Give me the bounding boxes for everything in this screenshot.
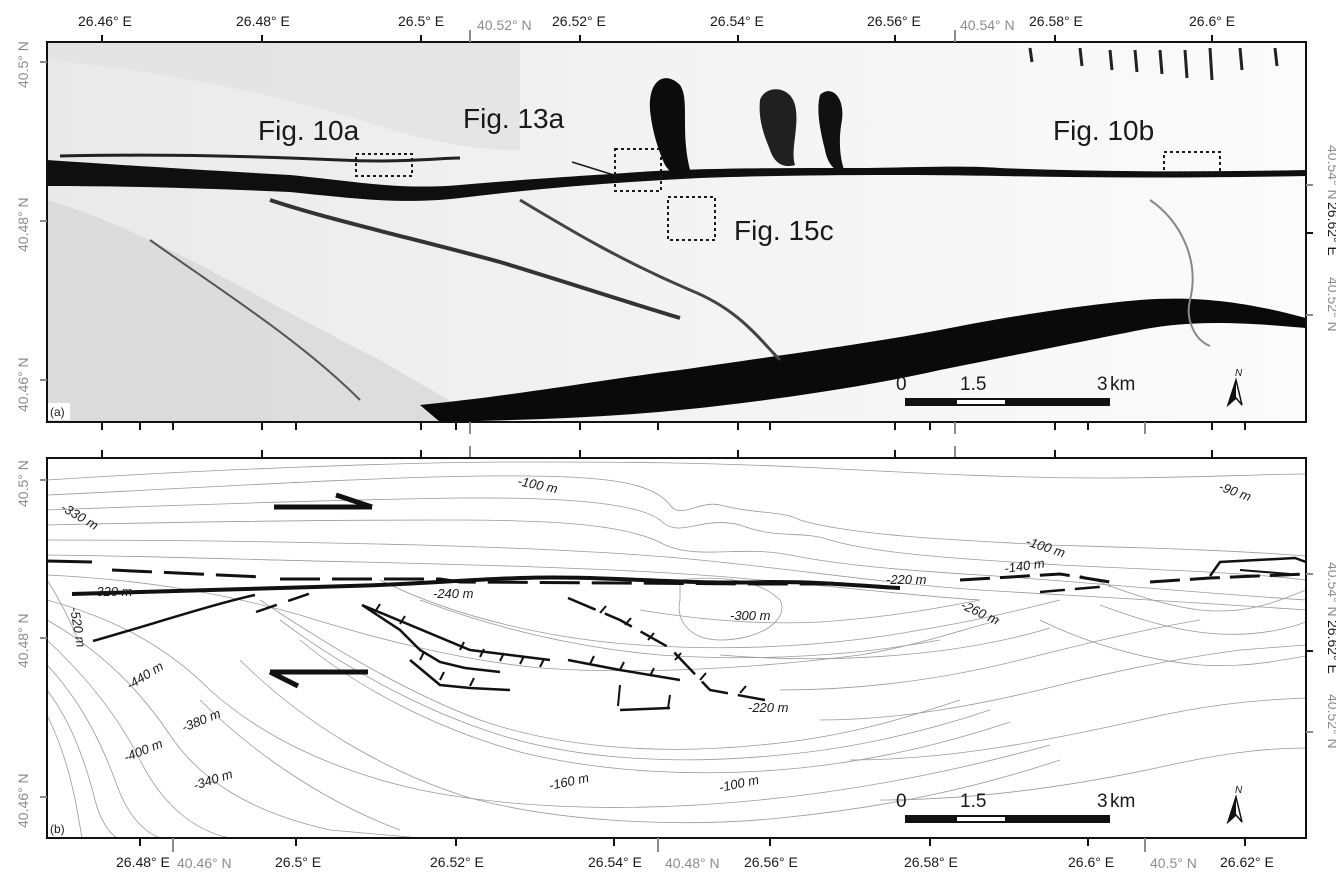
north-label: N xyxy=(1235,785,1243,796)
fig-13a-label: Fig. 13a xyxy=(463,103,565,134)
contour-label: -520 m xyxy=(67,606,89,649)
fig-15c-box xyxy=(667,196,716,241)
scale-bar-b: 0 1.5 3 km xyxy=(896,791,1135,823)
lat-label-right-a-2: 40.52° N xyxy=(1325,277,1336,332)
scale-mid: 1.5 xyxy=(960,791,986,812)
scale-end: 3 xyxy=(1097,791,1108,812)
fig-10b-label: Fig. 10b xyxy=(1053,115,1154,146)
lat-label-bottom-grey-3: 40.5° N xyxy=(1150,855,1197,871)
lat-label-bottom-grey-1: 40.46° N xyxy=(177,855,232,871)
scale-mid: 1.5 xyxy=(960,374,986,395)
contour-label: -220 m xyxy=(748,700,789,715)
lon-label-bottom-7: 26.6° E xyxy=(1068,854,1114,870)
lat-label-top-grey-2: 40.54° N xyxy=(960,17,1015,33)
lat-label-top-grey-1: 40.52° N xyxy=(477,17,532,33)
panel-b-frame xyxy=(46,457,1307,839)
contour-map-background xyxy=(47,458,1306,838)
contour-label: -220 m xyxy=(886,572,927,587)
north-arrow-icon: N xyxy=(1226,785,1243,825)
panel-b: -100 m -90 m -330 m -100 m -140 m -320 m… xyxy=(15,457,1336,871)
lon-label-top-5: 26.54° E xyxy=(710,13,764,29)
lon-label-bottom-3: 26.52° E xyxy=(430,854,484,870)
lon-label-top-2: 26.48° E xyxy=(236,13,290,29)
lat-label-left-b-1: 40.5° N xyxy=(15,460,31,507)
lon-label-top-7: 26.58° E xyxy=(1029,13,1083,29)
lon-label-top-1: 26.46° E xyxy=(78,13,132,29)
lon-label-bottom-5: 26.56° E xyxy=(744,854,798,870)
lon-label-top-8: 26.6° E xyxy=(1189,13,1235,29)
lon-label-bottom-1: 26.48° E xyxy=(116,854,170,870)
lon-label-bottom-2: 26.5° E xyxy=(275,854,321,870)
lat-label-left-a-2: 40.48° N xyxy=(15,197,31,252)
lat-label-right-b-1: 40.54° N xyxy=(1325,562,1336,617)
fig-15c-label: Fig. 15c xyxy=(734,215,834,246)
fault-ticks xyxy=(374,603,747,694)
fig-10a-label: Fig. 10a xyxy=(258,115,360,146)
fig-10b-box xyxy=(1163,151,1221,175)
contour-lines xyxy=(47,461,1306,838)
contour-label: -300 m xyxy=(730,608,771,623)
lat-label-left-b-2: 40.48° N xyxy=(15,613,31,668)
scale-end: 3 xyxy=(1097,374,1108,395)
lon-label-bottom-8: 26.62° E xyxy=(1220,854,1274,870)
scale-zero: 0 xyxy=(896,374,907,395)
scale-bar-a: 0 1.5 3 km xyxy=(896,374,1135,406)
lon-label-top-3: 26.5° E xyxy=(398,13,444,29)
relief-features xyxy=(47,42,1306,422)
lat-label-right-a-1: 40.54° N xyxy=(1325,145,1336,200)
lon-label-right-b: 26.62° E xyxy=(1325,620,1336,674)
panel-a: Fig. 10a Fig. 13a Fig. 15c Fig. 10b 0 1.… xyxy=(15,13,1336,423)
lat-label-right-b-2: 40.52° N xyxy=(1325,694,1336,749)
lat-label-left-a-3: 40.46° N xyxy=(15,357,31,412)
contour-label: -140 m xyxy=(1003,555,1045,576)
lat-label-left-a-1: 40.5° N xyxy=(15,41,31,88)
scale-unit: km xyxy=(1110,374,1135,395)
lon-label-right-a: 26.62° E xyxy=(1325,202,1336,256)
dextral-arrow-top-icon xyxy=(274,492,373,510)
fig-10a-box xyxy=(355,153,413,177)
lat-label-bottom-grey-2: 40.48° N xyxy=(665,855,720,871)
scale-zero: 0 xyxy=(896,791,907,812)
fig-13a-leader xyxy=(571,161,618,177)
lon-label-top-6: 26.56° E xyxy=(867,13,921,29)
panel-b-label: (b) xyxy=(50,822,65,836)
panel-a-label: (a) xyxy=(50,405,65,419)
contour-label: -240 m xyxy=(433,586,474,601)
north-label: N xyxy=(1235,368,1243,379)
contour-label: -320 m xyxy=(92,584,133,599)
scale-unit: km xyxy=(1110,791,1135,812)
lat-label-left-b-3: 40.46° N xyxy=(15,773,31,828)
lon-label-bottom-4: 26.54° E xyxy=(588,854,642,870)
lon-label-top-4: 26.52° E xyxy=(552,13,606,29)
fig-13a-box xyxy=(614,148,662,192)
separator-ticks xyxy=(101,422,1246,458)
north-arrow-icon: N xyxy=(1226,368,1243,408)
dextral-arrow-bottom-icon xyxy=(268,669,368,689)
lon-label-bottom-6: 26.58° E xyxy=(904,854,958,870)
